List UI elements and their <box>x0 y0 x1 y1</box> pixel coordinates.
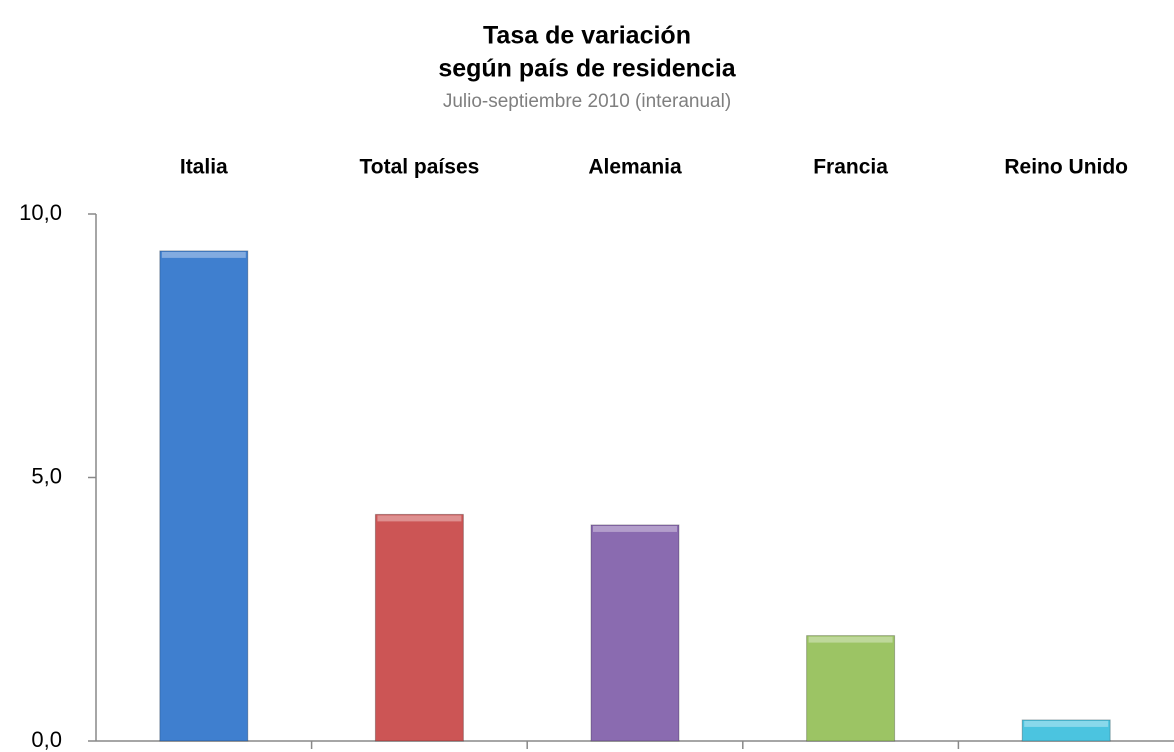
category-label: Total países <box>359 156 479 179</box>
category-label: Alemania <box>588 156 682 179</box>
bar <box>590 524 680 742</box>
bar <box>806 635 896 742</box>
bar <box>159 250 249 742</box>
bar-highlight <box>377 515 462 522</box>
bar-highlight <box>1024 720 1109 727</box>
y-tick-label: 10,0 <box>19 200 62 225</box>
category-label: Francia <box>813 156 888 179</box>
bar-highlight <box>593 525 677 532</box>
bar <box>1021 719 1111 742</box>
chart-title: Tasa de variación <box>483 22 691 50</box>
chart-title: según país de residencia <box>438 55 736 83</box>
bar <box>374 513 464 742</box>
y-tick-label: 0,0 <box>31 727 62 752</box>
bar-highlight <box>808 636 893 643</box>
y-tick-label: 5,0 <box>31 463 62 488</box>
category-label: Reino Unido <box>1004 156 1128 179</box>
category-label: Italia <box>180 156 228 179</box>
bar-highlight <box>161 251 246 258</box>
chart-subtitle: Julio-septiembre 2010 (interanual) <box>443 91 731 112</box>
